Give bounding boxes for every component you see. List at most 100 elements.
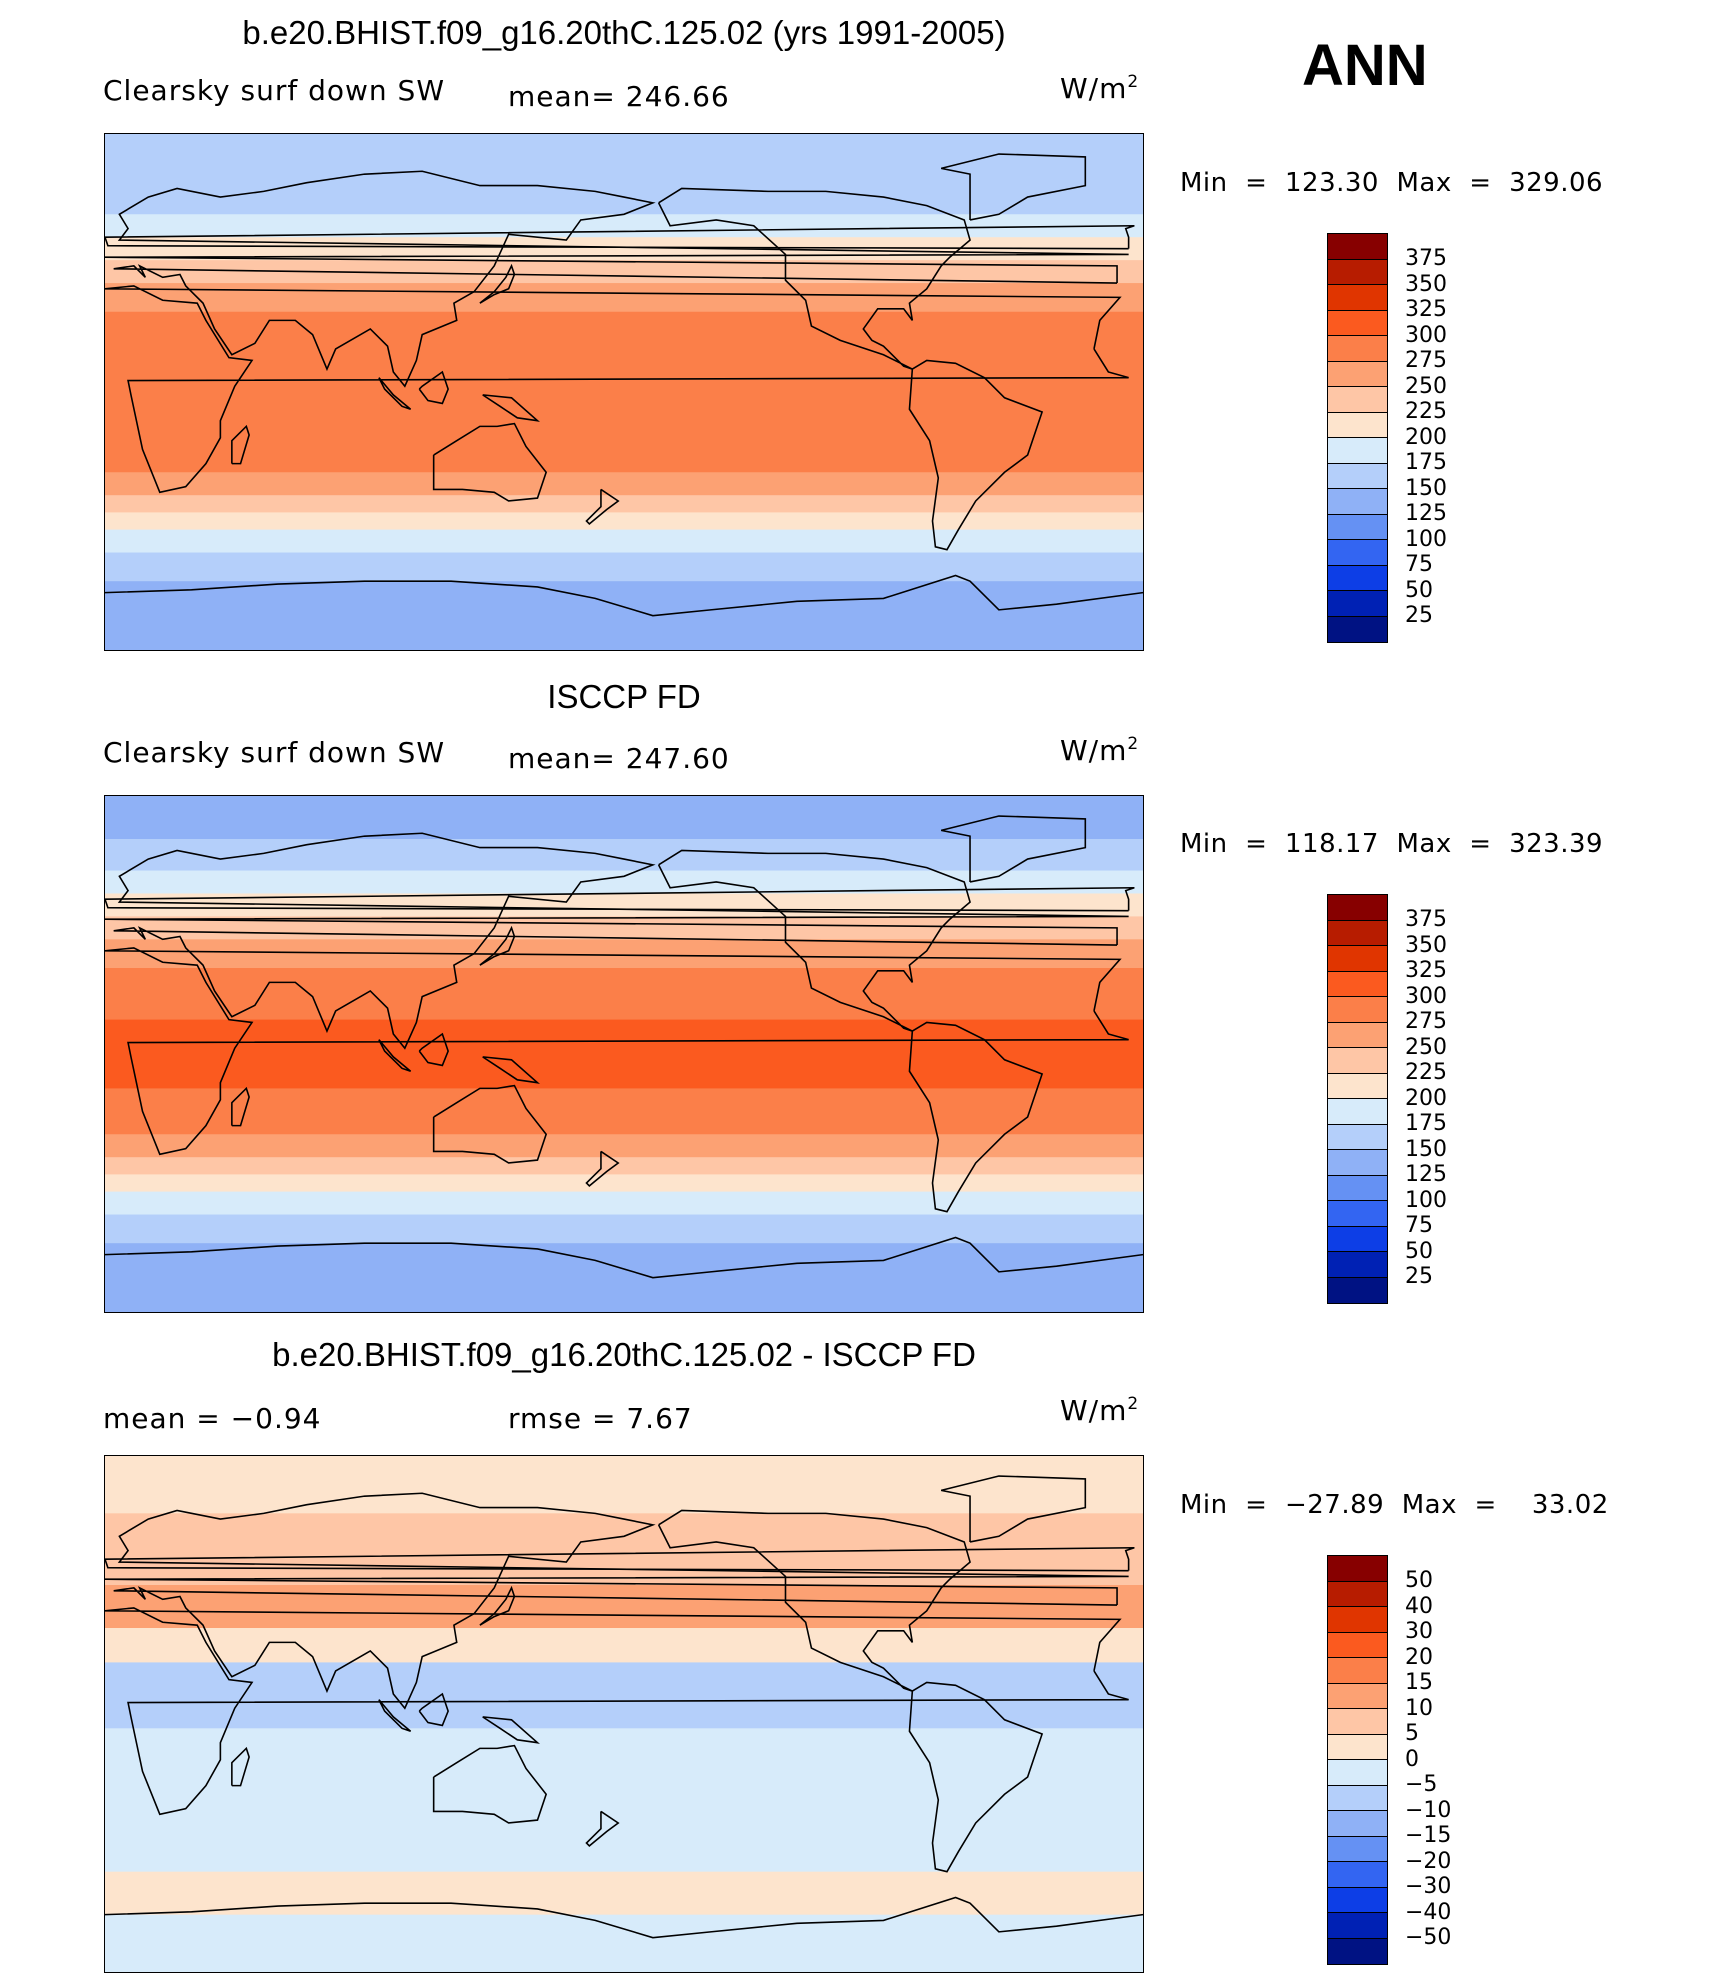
panel2-colorbar-ticks: 375 350 325 300 275 250 225 200 175 150 125 100 75 50… xyxy=(1405,907,1447,1290)
panel1-minmax: Min = 123.30 Max = 329.06 xyxy=(1180,168,1604,198)
panel1-coastline-3 xyxy=(657,187,971,370)
panel1-colorbar-box-7 xyxy=(1328,412,1387,438)
panel3-coastline-12 xyxy=(105,1546,1135,1572)
panel3-band-6 xyxy=(105,1785,1143,1873)
panel3-coastline-0 xyxy=(105,1607,1129,1816)
panel1-band-4 xyxy=(105,260,1143,284)
panel3-coastline-10 xyxy=(479,1585,516,1626)
panel1-colorbar-box-9 xyxy=(1328,463,1387,489)
panel3-colorbar-ticks: 50 40 30 20 15 10 5 0 −5 −10 −15 −20 −30 −40 −50 xyxy=(1405,1568,1451,1951)
panel3-map-svg xyxy=(105,1456,1143,1972)
panel2-colorbar-box-13 xyxy=(1328,1226,1387,1252)
panel1-colorbar-tick-3: 300 xyxy=(1405,322,1447,348)
panel3-colorbar-tick-7: 0 xyxy=(1405,1746,1419,1772)
panel1-colorbar-box-11 xyxy=(1328,514,1387,540)
panel3-coastline-7 xyxy=(418,1692,449,1727)
panel3-unit: W/m2 xyxy=(1060,1394,1140,1427)
panel1-coastline-9 xyxy=(482,394,540,422)
panel1-band-12 xyxy=(105,581,1143,650)
panel1-colorbar-box-2 xyxy=(1328,285,1387,311)
panel3-map xyxy=(104,1455,1144,1973)
panel1-colorbar-tick-9: 150 xyxy=(1405,475,1447,501)
panel3-colorbar-tick-3: 20 xyxy=(1405,1644,1433,1670)
panel2-colorbar-tick-7: 200 xyxy=(1405,1085,1447,1111)
panel1-colorbar-box-14 xyxy=(1328,591,1387,617)
panel3-band-3 xyxy=(105,1628,1143,1663)
panel1-colorbar-box-0 xyxy=(1328,234,1387,260)
panel3-colorbar-box-5 xyxy=(1328,1683,1387,1709)
panel2-colorbar-tick-0: 375 xyxy=(1405,907,1447,932)
panel3-colorbar-box-12 xyxy=(1328,1862,1387,1888)
panel1-colorbar-tick-12: 75 xyxy=(1405,552,1433,577)
panel2-colorbar-tick-13: 50 xyxy=(1405,1238,1433,1264)
panel2-coastline-9 xyxy=(482,1056,540,1084)
panel3-band-5 xyxy=(105,1728,1143,1787)
panel1-coastline-7 xyxy=(418,370,449,405)
panel2-colorbar-tick-1: 350 xyxy=(1405,932,1447,958)
panel1-band-6 xyxy=(105,311,1143,473)
panel1-unit: W/m2 xyxy=(1060,72,1140,105)
panel2-colorbar-tick-8: 175 xyxy=(1405,1111,1447,1136)
panel2-coastline-5 xyxy=(940,815,1087,883)
panel1-colorbar-tick-1: 350 xyxy=(1405,271,1447,297)
panel3-colorbar-tick-2: 30 xyxy=(1405,1619,1433,1644)
panel2-coastline-8 xyxy=(378,1039,412,1072)
panel2-colorbar-tick-4: 275 xyxy=(1405,1009,1447,1034)
panel2-coastline-4 xyxy=(908,1021,1044,1213)
panel2-band-7 xyxy=(105,1019,1143,1089)
panel2-colorbar-tick-2: 325 xyxy=(1405,958,1447,983)
panel3-colorbar-box-11 xyxy=(1328,1836,1387,1862)
panel2-map xyxy=(104,795,1144,1313)
panel2-coastline-3 xyxy=(657,849,971,1032)
panel1-coastline-5 xyxy=(940,153,1087,221)
panel3-colorbar-box-6 xyxy=(1328,1709,1387,1735)
panel2-band-13 xyxy=(105,1214,1143,1244)
panel1-colorbar-tick-6: 225 xyxy=(1405,399,1447,424)
panel3-band-0 xyxy=(105,1456,1143,1514)
panel1-colorbar-box-5 xyxy=(1328,361,1387,387)
panel3-colorbar-tick-1: 40 xyxy=(1405,1593,1433,1619)
panel3-colorbar-tick-0: 50 xyxy=(1405,1568,1433,1593)
panel2-colorbar-box-3 xyxy=(1328,971,1387,997)
panel1-map-svg xyxy=(105,134,1143,650)
panel3-colorbar-box-0 xyxy=(1328,1556,1387,1582)
panel2-band-6 xyxy=(105,968,1143,1021)
panel2-colorbar-box-5 xyxy=(1328,1022,1387,1048)
panel2-colorbar-box-7 xyxy=(1328,1073,1387,1099)
panel3-colorbar-tick-4: 15 xyxy=(1405,1670,1433,1695)
panel2-colorbar-tick-12: 75 xyxy=(1405,1213,1433,1238)
panel1-colorbar-box-1 xyxy=(1328,259,1387,285)
panel3-colorbar-tick-8: −5 xyxy=(1405,1772,1438,1797)
panel3-colorbar xyxy=(1327,1555,1388,1965)
panel1-map xyxy=(104,133,1144,651)
panel2-band-11 xyxy=(105,1174,1143,1193)
panel2-colorbar-tick-9: 150 xyxy=(1405,1136,1447,1162)
panel3-colorbar-box-10 xyxy=(1328,1811,1387,1837)
panel1-colorbar-ticks: 375 350 325 300 275 250 225 200 175 150 125 100 75 50… xyxy=(1405,246,1447,629)
panel3-colorbar-box-13 xyxy=(1328,1887,1387,1913)
panel2-coastline-6 xyxy=(105,1236,1143,1279)
panel1-colorbar-box-12 xyxy=(1328,540,1387,566)
panel2-colorbar-tick-11: 100 xyxy=(1405,1187,1447,1213)
panel3-rmse: rmse = 7.67 xyxy=(508,1402,693,1435)
panel2-unit: W/m2 xyxy=(1060,734,1140,767)
panel1-colorbar-tick-10: 125 xyxy=(1405,501,1447,526)
panel2-colorbar-box-6 xyxy=(1328,1048,1387,1074)
panel2-coastline-2 xyxy=(432,1084,548,1164)
panel1-colorbar-tick-7: 200 xyxy=(1405,424,1447,450)
panel1-colorbar-tick-8: 175 xyxy=(1405,450,1447,475)
panel2-colorbar-box-10 xyxy=(1328,1150,1387,1176)
panel1-colorbar-box-6 xyxy=(1328,387,1387,413)
panel1-band-2 xyxy=(105,214,1143,238)
panel3-colorbar-box-2 xyxy=(1328,1607,1387,1633)
panel1-colorbar-tick-14: 25 xyxy=(1405,603,1433,628)
panel3-colorbar-box-3 xyxy=(1328,1632,1387,1658)
panel2-colorbar-box-8 xyxy=(1328,1099,1387,1125)
panel2-colorbar-box-15 xyxy=(1328,1277,1387,1303)
panel2-colorbar-box-14 xyxy=(1328,1252,1387,1278)
panel3-coastline-9 xyxy=(482,1716,540,1744)
panel3-coastline-5 xyxy=(940,1475,1087,1543)
panel3-coastline-13 xyxy=(585,1810,620,1847)
season-label: ANN xyxy=(1302,33,1428,98)
panel3-band-8 xyxy=(105,1914,1143,1972)
